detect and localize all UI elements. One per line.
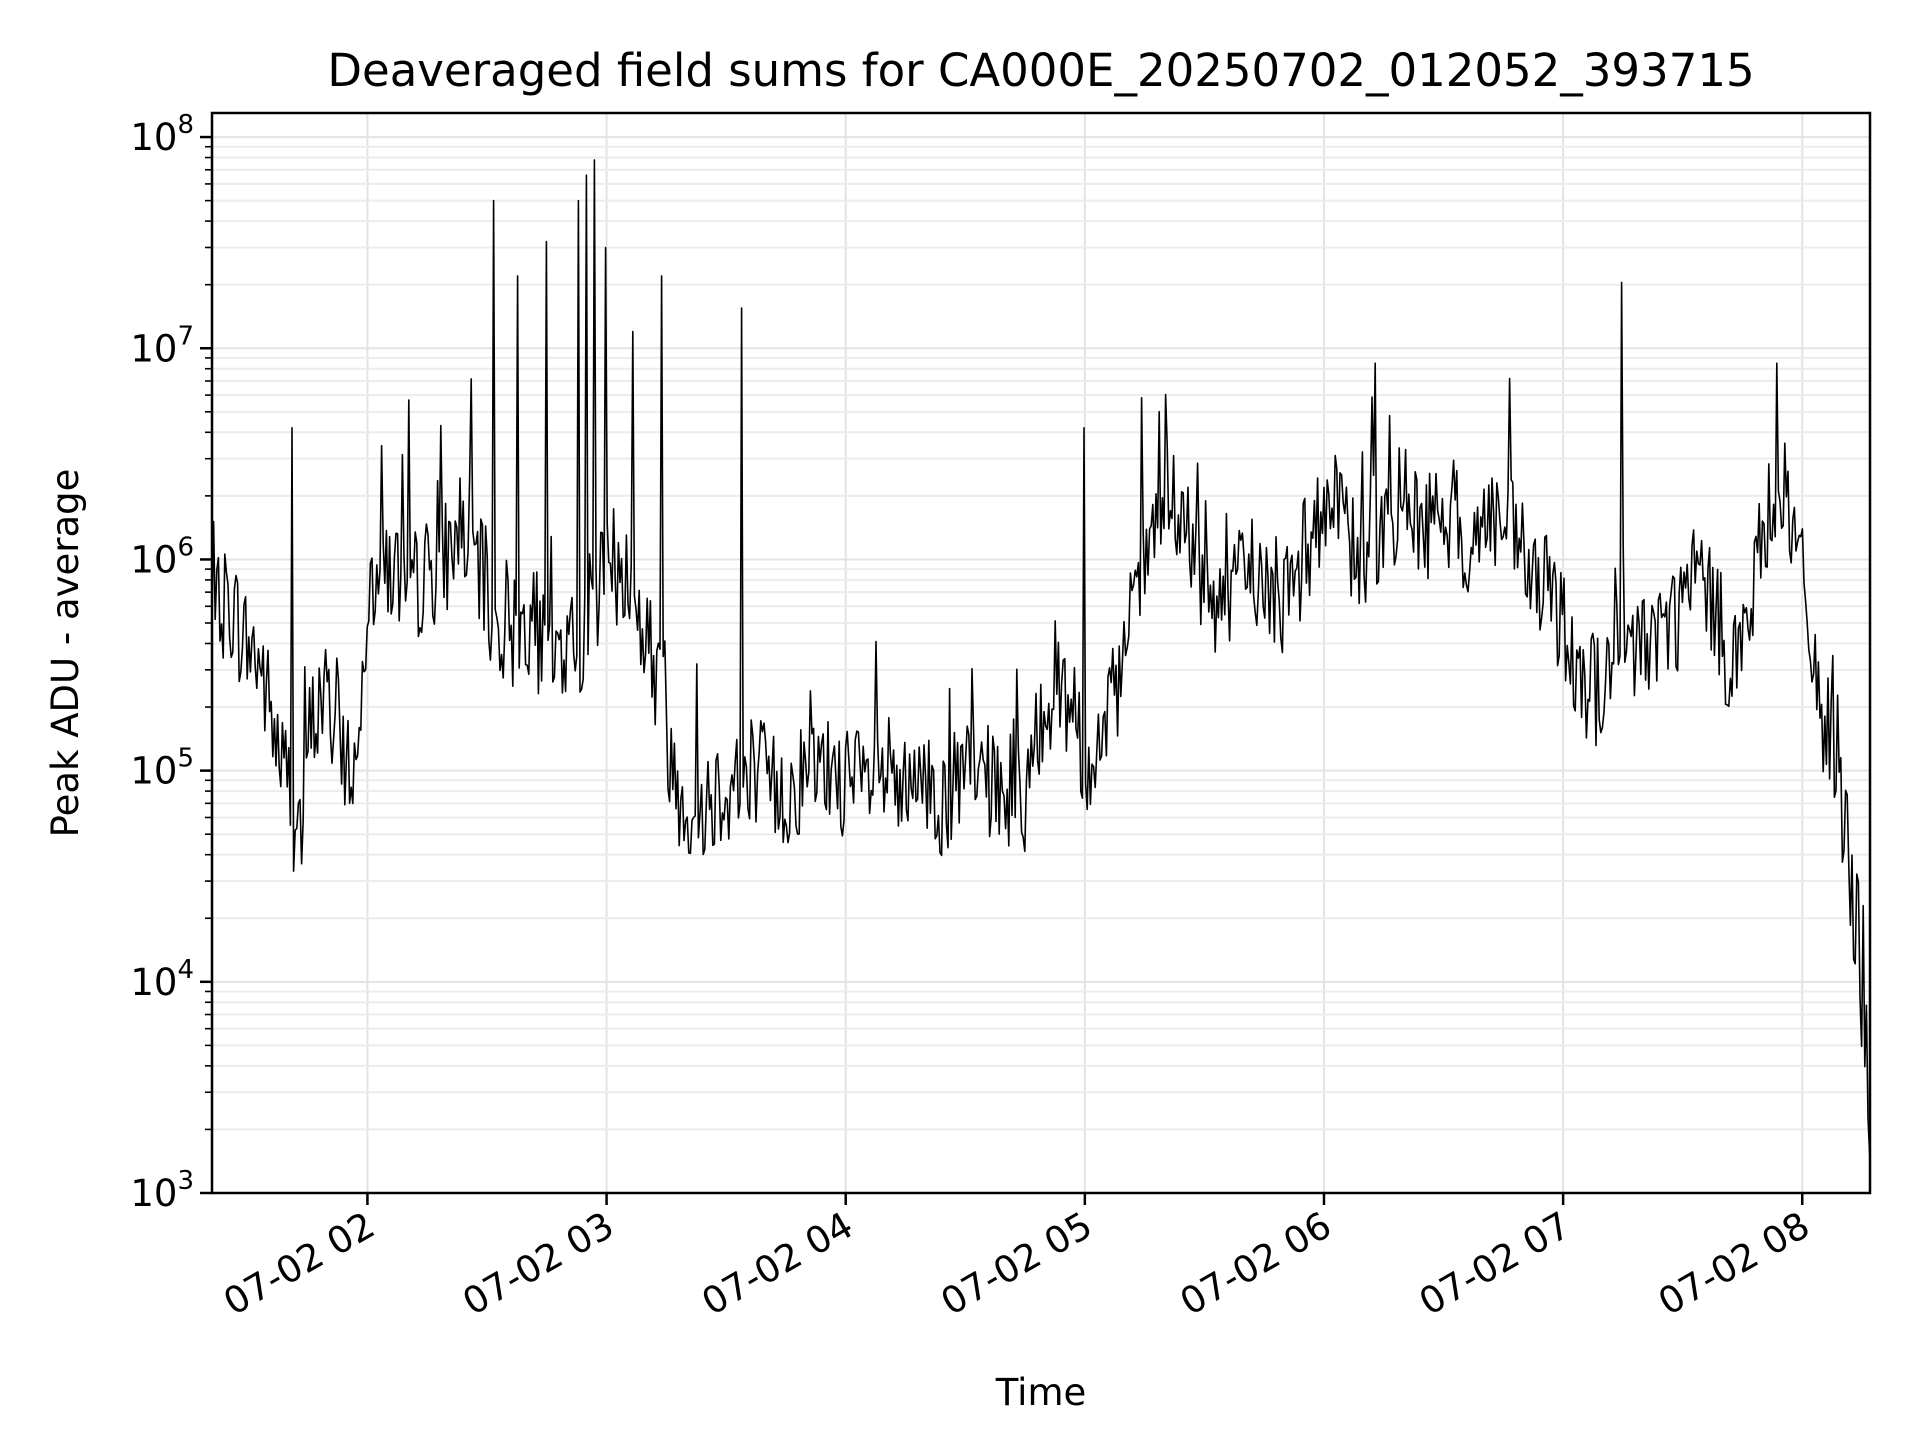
grid bbox=[212, 113, 1870, 1194]
y-tick-label-4: 107 bbox=[130, 321, 194, 370]
plot-frame bbox=[210, 111, 1872, 1195]
y-tick-label-3: 106 bbox=[130, 532, 194, 581]
series-line bbox=[212, 159, 1870, 1154]
y-tick-label-5: 108 bbox=[130, 110, 194, 159]
y-tick-label-0: 103 bbox=[130, 1166, 194, 1215]
chart-title: Deaveraged field sums for CA000E_2025070… bbox=[327, 44, 1754, 97]
y-tick-label-2: 105 bbox=[130, 744, 194, 793]
y-tick-label-1: 104 bbox=[130, 955, 194, 1004]
plot-series bbox=[212, 159, 1870, 1154]
y-axis-label: Peak ADU - average bbox=[44, 469, 87, 838]
y-axis: 103 104 105 106 107 108 bbox=[130, 110, 212, 1215]
x-axis-label: Time bbox=[995, 1371, 1087, 1414]
